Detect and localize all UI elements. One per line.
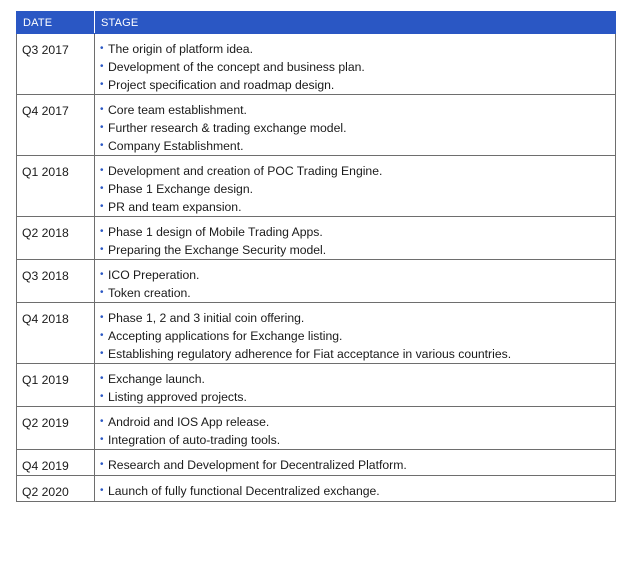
stage-cell: ICO Preperation.Token creation. — [94, 259, 616, 303]
stage-item: Token creation. — [100, 284, 611, 302]
stage-item: Exchange launch. — [100, 370, 611, 388]
table-row: Q4 2017Core team establishment.Further r… — [16, 94, 616, 156]
table-row: Q3 2017The origin of platform idea.Devel… — [16, 33, 616, 95]
table-row: Q2 2020 Launch of fully functional Decent… — [16, 475, 616, 502]
stage-item: Integration of auto-trading tools. — [100, 431, 611, 449]
date-cell: Q4 2017 — [16, 94, 95, 156]
stage-list: Development and creation of POC Trading … — [100, 162, 611, 216]
date-cell: Q1 2018 — [16, 155, 95, 217]
date-cell: Q1 2019 — [16, 363, 95, 407]
header-row: DATE STAGE — [16, 11, 616, 34]
stage-cell: The origin of platform idea.Development … — [94, 33, 616, 95]
stage-cell: Core team establishment.Further research… — [94, 94, 616, 156]
stage-cell: Android and IOS App release.Integration … — [94, 406, 616, 450]
stage-item: Accepting applications for Exchange list… — [100, 327, 611, 345]
stage-item: Preparing the Exchange Security model. — [100, 241, 611, 259]
stage-list: Research and Development for Decentraliz… — [100, 456, 611, 474]
stage-cell: Exchange launch.Listing approved project… — [94, 363, 616, 407]
table-row: Q4 2019 Research and Development for Dece… — [16, 449, 616, 476]
stage-list: Core team establishment.Further research… — [100, 101, 611, 155]
date-cell: Q2 2019 — [16, 406, 95, 450]
stage-cell: Research and Development for Decentraliz… — [94, 449, 616, 476]
stage-item: Project specification and roadmap design… — [100, 76, 611, 94]
stage-item: Development of the concept and business … — [100, 58, 611, 76]
stage-item: Further research & trading exchange mode… — [100, 119, 611, 137]
stage-list: ICO Preperation.Token creation. — [100, 266, 611, 302]
date-cell: Q3 2018 — [16, 259, 95, 303]
header-date: DATE — [16, 11, 95, 34]
date-cell: Q2 2018 — [16, 216, 95, 260]
stage-list: The origin of platform idea.Development … — [100, 40, 611, 94]
stage-item: Android and IOS App release. — [100, 413, 611, 431]
stage-list: Phase 1, 2 and 3 initial coin offering.A… — [100, 309, 611, 363]
stage-item: ICO Preperation. — [100, 266, 611, 284]
date-cell: Q4 2019 — [16, 449, 95, 476]
table-row: Q1 2018 Development and creation of POC T… — [16, 155, 616, 217]
stage-item: Listing approved projects. — [100, 388, 611, 406]
stage-list: Exchange launch.Listing approved project… — [100, 370, 611, 406]
table-row: Q1 2019Exchange launch.Listing approved … — [16, 363, 616, 407]
table-row: Q3 2018ICO Preperation.Token creation. — [16, 259, 616, 303]
stage-item: Phase 1 Exchange design. — [100, 180, 611, 198]
stage-item: Phase 1 design of Mobile Trading Apps. — [100, 223, 611, 241]
stage-item: The origin of platform idea. — [100, 40, 611, 58]
stage-list: Phase 1 design of Mobile Trading Apps.Pr… — [100, 223, 611, 259]
roadmap-table: DATE STAGE Q3 2017The origin of platform… — [16, 11, 616, 502]
stage-item: Development and creation of POC Trading … — [100, 162, 611, 180]
stage-list: Launch of fully functional Decentralized… — [100, 482, 611, 500]
table-body: Q3 2017The origin of platform idea.Devel… — [16, 33, 616, 502]
stage-item: Company Establishment. — [100, 137, 611, 155]
table-row: Q2 2019Android and IOS App release.Integ… — [16, 406, 616, 450]
stage-item: Launch of fully functional Decentralized… — [100, 482, 611, 500]
stage-cell: Development and creation of POC Trading … — [94, 155, 616, 217]
table-row: Q4 2018Phase 1, 2 and 3 initial coin off… — [16, 302, 616, 364]
stage-item: Phase 1, 2 and 3 initial coin offering. — [100, 309, 611, 327]
date-cell: Q2 2020 — [16, 475, 95, 502]
stage-item: PR and team expansion. — [100, 198, 611, 216]
stage-item: Research and Development for Decentraliz… — [100, 456, 611, 474]
stage-list: Android and IOS App release.Integration … — [100, 413, 611, 449]
header-stage: STAGE — [94, 11, 616, 34]
date-cell: Q4 2018 — [16, 302, 95, 364]
date-cell: Q3 2017 — [16, 33, 95, 95]
stage-item: Core team establishment. — [100, 101, 611, 119]
stage-cell: Phase 1 design of Mobile Trading Apps.Pr… — [94, 216, 616, 260]
stage-cell: Launch of fully functional Decentralized… — [94, 475, 616, 502]
table-row: Q2 2018Phase 1 design of Mobile Trading … — [16, 216, 616, 260]
table-header: DATE STAGE — [16, 11, 616, 34]
stage-cell: Phase 1, 2 and 3 initial coin offering.A… — [94, 302, 616, 364]
stage-item: Establishing regulatory adherence for Fi… — [100, 345, 611, 363]
